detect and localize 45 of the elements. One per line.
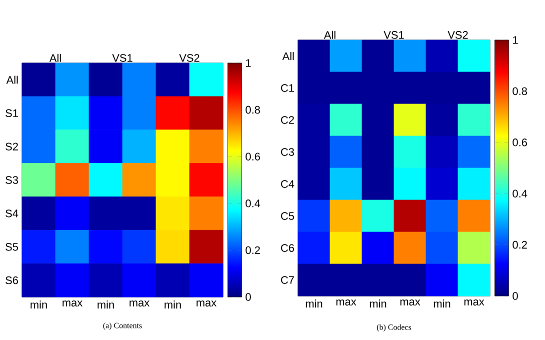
color-bar-label: 1 [513, 36, 518, 44]
y-tick-label: All [6, 76, 18, 84]
color-bar-label: 0.6 [246, 152, 260, 160]
color-bar-label: 0.6 [512, 138, 527, 146]
y-tick-label: C6 [281, 244, 294, 252]
x-tick-label: max [62, 300, 82, 307]
x-tick-label: min [306, 300, 322, 308]
text: VS1 [112, 54, 132, 62]
text: VS2 [179, 54, 200, 62]
x-tick-label: min [164, 300, 181, 308]
y-tick-label: C4 [281, 180, 294, 188]
y-tick-label: S6 [6, 276, 18, 284]
text: All [49, 54, 61, 62]
x-tick-label: min [30, 300, 47, 308]
color-bar-label: 0.2 [246, 246, 260, 254]
color-bar-label: 1 [246, 59, 251, 67]
text: VS2 [448, 31, 468, 39]
color-bar-label: 0.8 [512, 87, 527, 96]
y-tick-label: C5 [281, 212, 294, 220]
x-tick-label: max [336, 300, 356, 306]
y-tick-label: S3 [6, 176, 18, 184]
y-tick-label: C3 [281, 148, 294, 156]
y-tick-label: C1 [281, 84, 294, 92]
color-bar-label: 0.4 [512, 190, 528, 198]
y-tick-label: C2 [281, 116, 294, 124]
y-tick-label: S4 [6, 210, 18, 218]
x-tick-label: max [196, 300, 216, 307]
x-tick-label: max [130, 300, 150, 307]
x-tick-label: min [98, 300, 114, 308]
text: All [324, 30, 336, 39]
x-tick-label: min [434, 300, 450, 308]
y-tick-label: C7 [281, 276, 294, 284]
y-tick-label: All [282, 52, 294, 60]
x-tick-label: min [370, 300, 386, 308]
color-bar-label: 0 [512, 292, 518, 300]
x-tick-label: max [400, 300, 420, 306]
y-tick-label: S2 [6, 142, 18, 150]
color-bar-label: 0 [246, 293, 251, 301]
color-bar-label: 0.4 [246, 200, 260, 208]
text: VS1 [384, 31, 404, 39]
color-bar-label: 0.2 [512, 240, 527, 249]
y-tick-label: S5 [6, 242, 18, 251]
color-bar-label: 0.8 [246, 106, 260, 114]
x-tick-label: max [464, 300, 484, 306]
y-tick-label: S1 [6, 109, 18, 118]
